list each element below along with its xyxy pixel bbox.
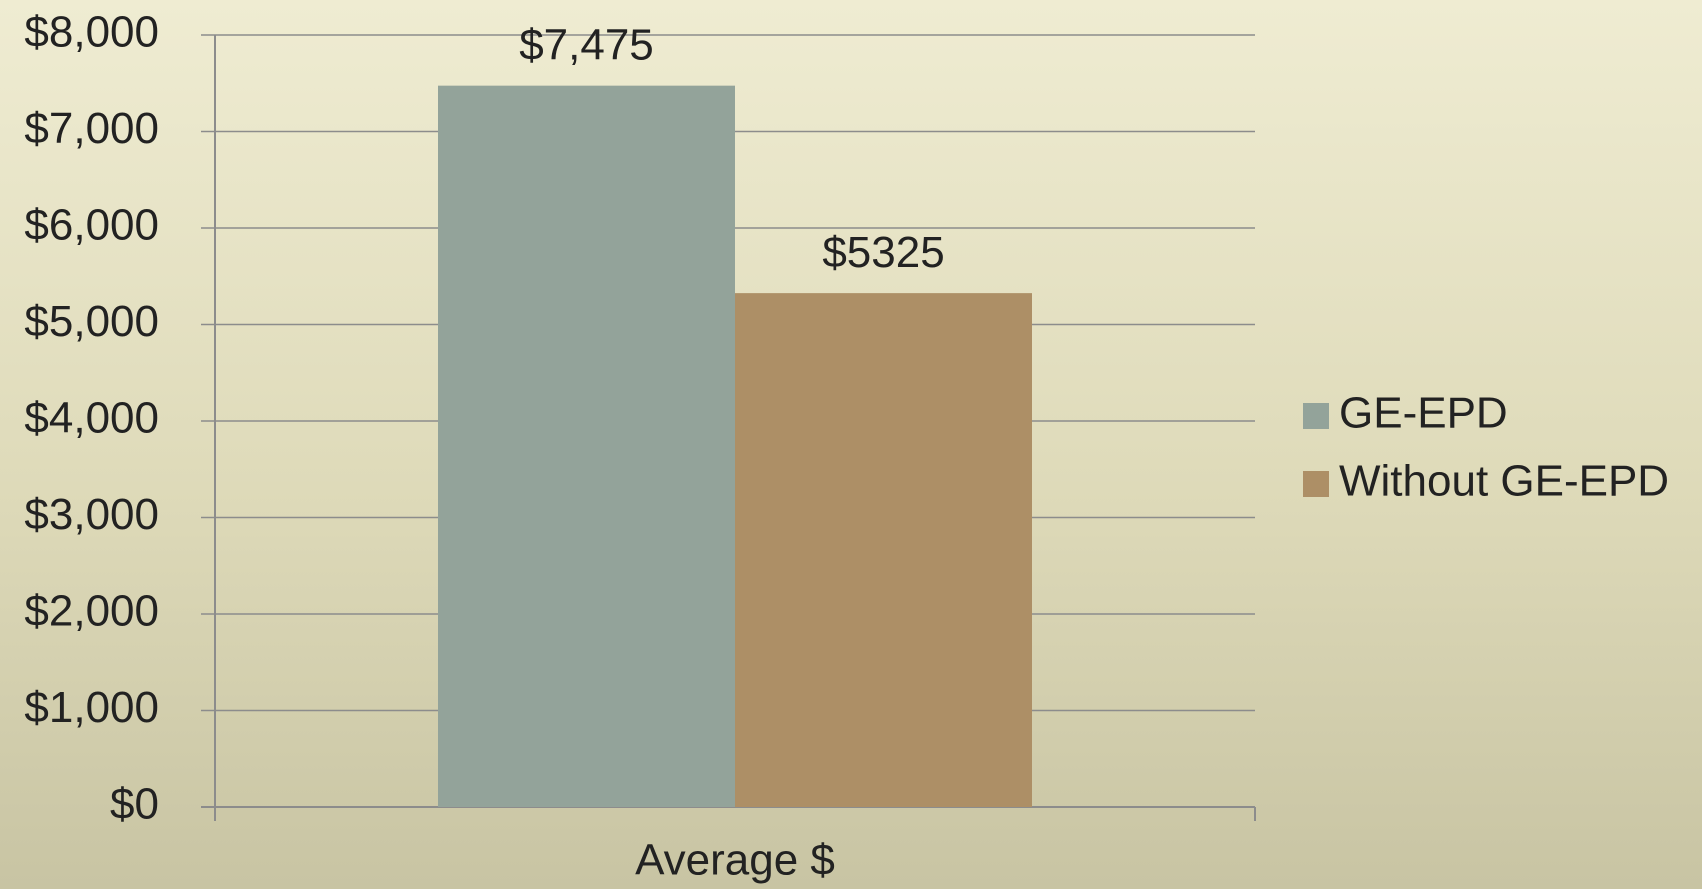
legend-swatch [1303,471,1329,497]
y-tick-label: $7,000 [24,104,159,153]
data-label: $7,475 [519,20,654,69]
y-tick-label: $1,000 [24,683,159,732]
data-label: $5325 [822,228,944,277]
y-tick-label: $2,000 [24,587,159,636]
x-tick-label: Average $ [635,836,835,885]
y-tick-label: $0 [110,780,159,829]
y-tick-label: $3,000 [24,490,159,539]
legend-swatch [1303,403,1329,429]
y-tick-label: $5,000 [24,297,159,346]
legend-label: Without GE-EPD [1339,457,1669,506]
bar [438,85,735,808]
y-tick-label: $6,000 [24,201,159,250]
bar [735,293,1032,807]
legend-label: GE-EPD [1339,389,1508,438]
y-tick-label: $4,000 [24,394,159,443]
y-tick-label: $8,000 [24,8,159,57]
